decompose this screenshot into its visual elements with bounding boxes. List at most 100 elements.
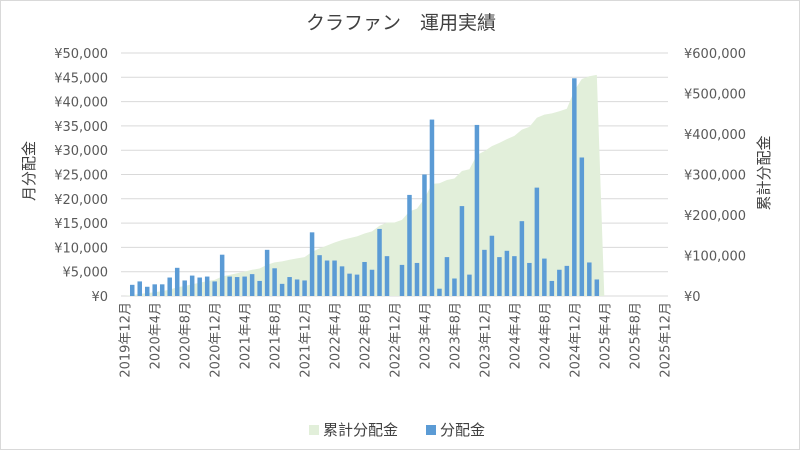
x-tick-label: 2023年4月: [418, 302, 433, 369]
bar-monthly-40: [422, 174, 427, 296]
bar-monthly-47: [474, 124, 480, 296]
left-tick-label: ¥25,000: [54, 169, 108, 184]
bar-monthly-50: [497, 257, 502, 296]
bar-monthly-15: [234, 277, 240, 296]
x-tick-label: 2023年8月: [448, 302, 463, 369]
bar-monthly-1: [129, 284, 135, 296]
bar-monthly-12: [212, 281, 217, 296]
bar-monthly-16: [242, 276, 247, 296]
bar-monthly-21: [279, 283, 285, 296]
x-tick-label: 2025年8月: [628, 302, 643, 369]
cumulative-area-layer: [124, 74, 665, 297]
x-tick-label: 2020年8月: [179, 302, 194, 369]
bar-monthly-3: [144, 286, 150, 296]
left-axis-title: 月分配金: [20, 141, 38, 201]
chart-title: クラファン 運用実績: [306, 12, 496, 34]
x-tick-label: 2024年4月: [508, 302, 523, 369]
bar-monthly-63: [594, 279, 600, 296]
bar-monthly-43: [444, 257, 450, 296]
bar-monthly-41: [429, 119, 435, 296]
right-tick-label: ¥0: [684, 290, 701, 305]
right-tick-label: ¥500,000: [684, 88, 746, 103]
bar-monthly-20: [272, 268, 277, 296]
x-tick-label: 2019年12月: [119, 302, 134, 378]
bar-monthly-6: [167, 277, 172, 296]
x-tick-label: 2023年12月: [478, 302, 493, 378]
bar-monthly-22: [287, 277, 292, 296]
x-axis-ticks: 2019年12月 2020年4月 2020年8月 2020年12月 2021年4月 202…: [119, 302, 674, 378]
right-axis-ticks: ¥0 ¥100,000 ¥200,000 ¥300,000 ¥400,000 ¥500,0…: [684, 47, 746, 305]
bar-monthly-42: [437, 288, 442, 296]
right-tick-label: ¥400,000: [684, 128, 746, 143]
x-tick-label: 2022年8月: [359, 302, 374, 369]
bar-monthly-31: [354, 274, 360, 296]
bar-monthly-9: [189, 275, 195, 296]
legend-label-cumulative: 累計分配金: [323, 421, 398, 439]
bar-monthly-32: [362, 261, 367, 296]
bar-monthly-48: [482, 249, 487, 296]
bar-monthly-52: [512, 256, 517, 296]
bar-monthly-55: [534, 187, 540, 296]
bar-monthly-49: [489, 235, 495, 296]
bar-monthly-17: [249, 274, 255, 296]
left-tick-label: ¥40,000: [54, 96, 108, 111]
x-tick-label: 2025年4月: [598, 302, 613, 369]
left-tick-label: ¥50,000: [54, 47, 108, 62]
bar-monthly-54: [527, 262, 532, 296]
bar-monthly-8: [182, 280, 187, 296]
bar-monthly-62: [587, 262, 592, 296]
legend-swatch-monthly: [426, 425, 436, 435]
left-tick-label: ¥20,000: [54, 193, 108, 208]
monthly-bars-layer: [129, 78, 600, 296]
left-axis-ticks: ¥0 ¥5,000 ¥10,000 ¥15,000 ¥20,000 ¥25,000 ¥30,…: [54, 47, 108, 305]
x-tick-label: 2021年12月: [299, 302, 314, 378]
x-tick-label: 2021年8月: [269, 302, 284, 369]
x-tick-label: 2022年12月: [389, 302, 404, 378]
bar-monthly-27: [324, 260, 330, 296]
bar-monthly-7: [174, 267, 180, 296]
bar-monthly-51: [504, 250, 510, 296]
bar-monthly-57: [549, 280, 555, 296]
bar-monthly-5: [159, 284, 165, 296]
legend: 累計分配金 分配金: [309, 421, 485, 439]
left-tick-label: ¥10,000: [54, 241, 108, 256]
bar-monthly-23: [294, 279, 300, 296]
bar-monthly-34: [377, 228, 382, 296]
bar-monthly-14: [227, 276, 232, 296]
gridlines: [121, 52, 668, 297]
bar-monthly-25: [309, 232, 315, 296]
bar-monthly-13: [219, 254, 225, 296]
right-tick-label: ¥100,000: [684, 250, 746, 265]
bar-monthly-29: [339, 266, 345, 296]
bar-monthly-58: [557, 269, 562, 296]
x-tick-label: 2025年12月: [658, 302, 673, 378]
bar-monthly-28: [332, 260, 337, 296]
bar-monthly-53: [519, 221, 525, 296]
legend-swatch-cumulative: [309, 425, 319, 435]
bar-monthly-39: [414, 262, 420, 296]
cumulative-area: [124, 74, 665, 297]
bar-monthly-45: [459, 206, 465, 296]
left-tick-label: ¥15,000: [54, 217, 108, 232]
bar-monthly-38: [407, 194, 412, 296]
x-tick-label: 2024年8月: [538, 302, 553, 369]
bar-monthly-24: [302, 280, 307, 296]
left-tick-label: ¥0: [91, 290, 108, 305]
bar-monthly-33: [369, 269, 375, 296]
bar-monthly-61: [579, 157, 585, 296]
right-tick-label: ¥300,000: [684, 169, 746, 184]
right-tick-label: ¥600,000: [684, 47, 746, 62]
right-axis-title: 累計分配金: [755, 135, 773, 210]
left-tick-label: ¥5,000: [63, 266, 109, 281]
left-tick-label: ¥35,000: [54, 120, 108, 135]
bar-monthly-11: [204, 276, 210, 296]
bar-monthly-10: [197, 277, 202, 296]
x-tick-label: 2021年4月: [239, 302, 254, 369]
bar-monthly-18: [257, 280, 262, 296]
bar-monthly-60: [572, 78, 577, 296]
bar-monthly-35: [384, 256, 390, 296]
bar-monthly-30: [347, 273, 352, 296]
x-tick-label: 2024年12月: [568, 302, 583, 378]
